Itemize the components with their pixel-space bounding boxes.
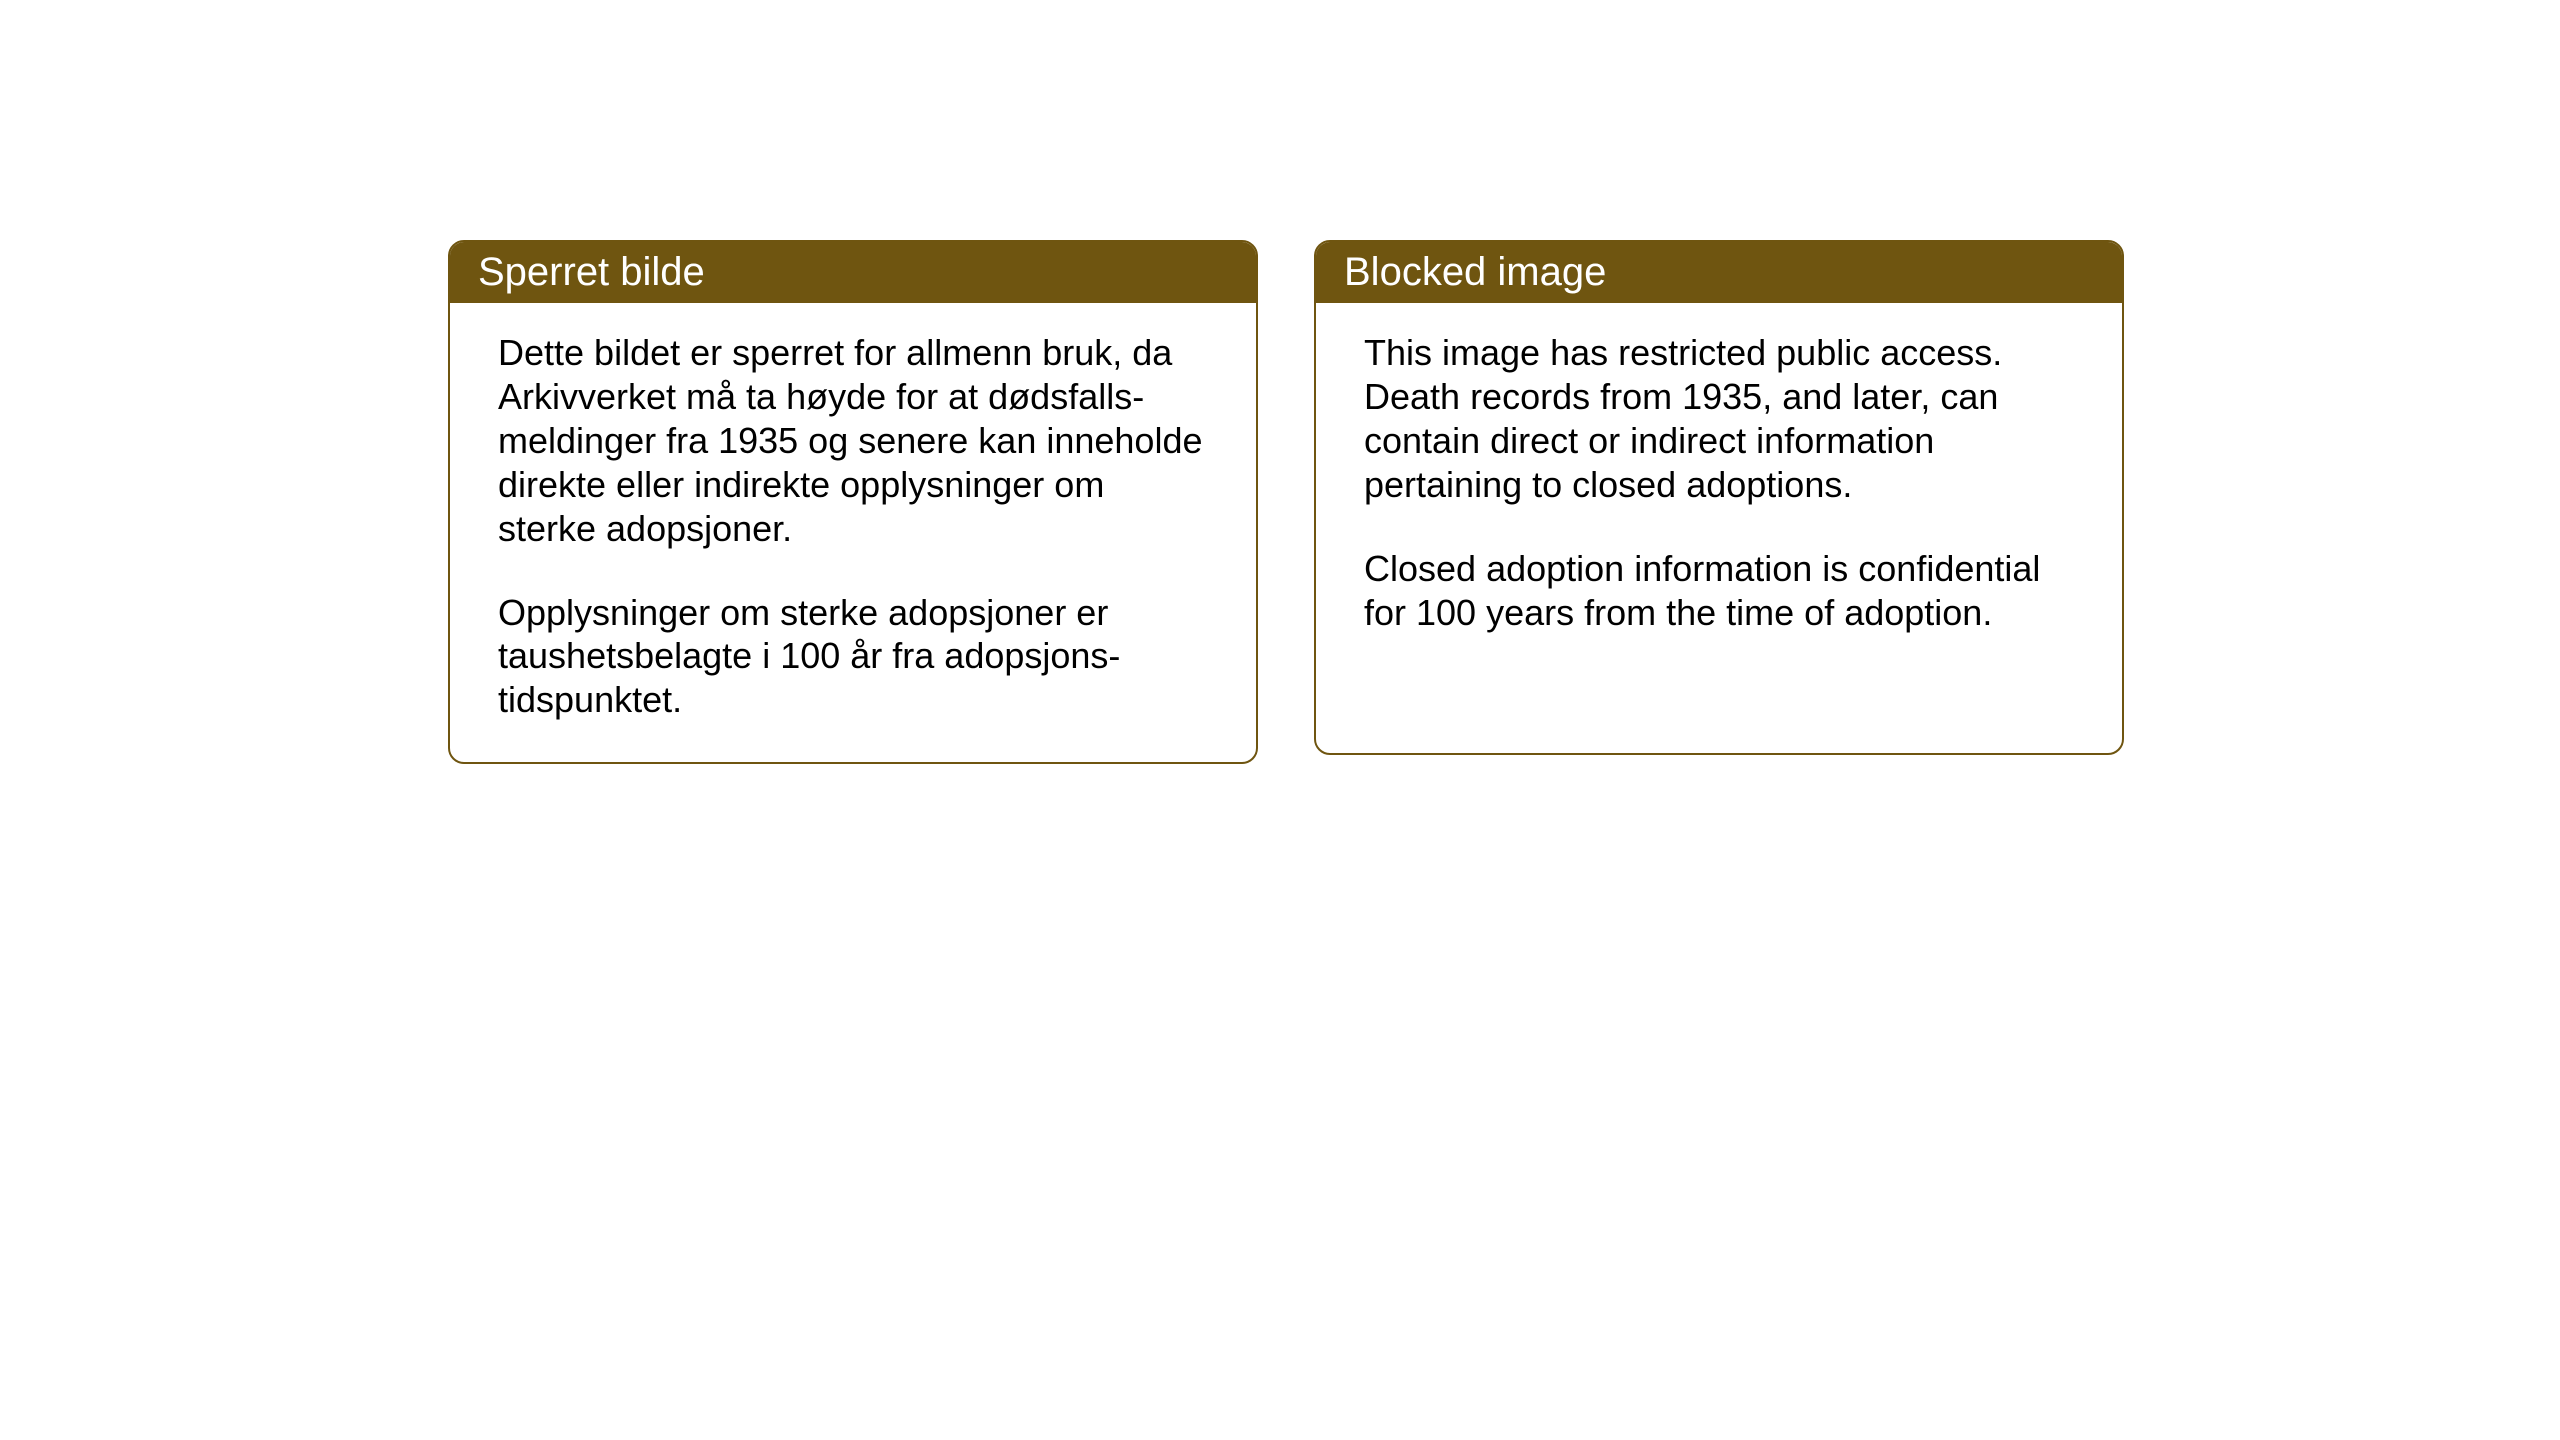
card-norwegian: Sperret bilde Dette bildet er sperret fo… bbox=[448, 240, 1258, 764]
card-english: Blocked image This image has restricted … bbox=[1314, 240, 2124, 755]
card-norwegian-title: Sperret bilde bbox=[478, 250, 705, 294]
card-english-paragraph-1: This image has restricted public access.… bbox=[1364, 331, 2074, 507]
card-norwegian-paragraph-1: Dette bildet er sperret for allmenn bruk… bbox=[498, 331, 1208, 551]
card-english-body: This image has restricted public access.… bbox=[1316, 303, 2122, 674]
card-norwegian-paragraph-2: Opplysninger om sterke adopsjoner er tau… bbox=[498, 591, 1208, 723]
card-english-paragraph-2: Closed adoption information is confident… bbox=[1364, 547, 2074, 635]
card-norwegian-body: Dette bildet er sperret for allmenn bruk… bbox=[450, 303, 1256, 762]
card-norwegian-header: Sperret bilde bbox=[450, 242, 1256, 303]
card-english-header: Blocked image bbox=[1316, 242, 2122, 303]
card-english-title: Blocked image bbox=[1344, 250, 1606, 294]
cards-container: Sperret bilde Dette bildet er sperret fo… bbox=[448, 240, 2124, 764]
